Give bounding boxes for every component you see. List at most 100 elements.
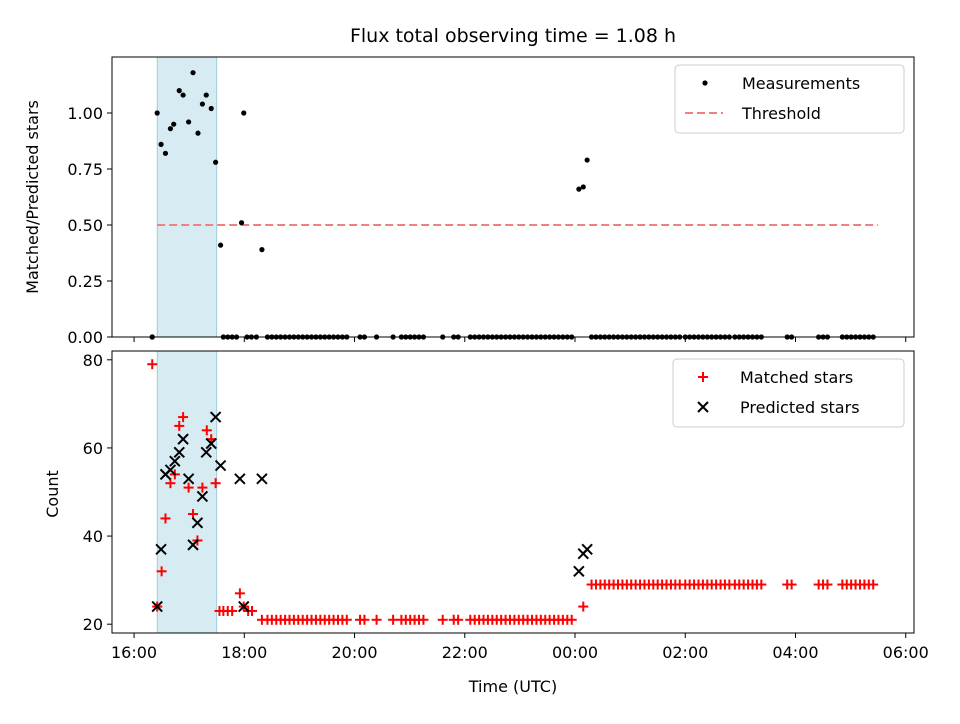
matched-star-point xyxy=(578,601,589,612)
predicted-star-point xyxy=(196,490,209,503)
predicted-star-stroke xyxy=(573,565,585,578)
matched-star-point xyxy=(453,614,464,625)
predicted-star-point xyxy=(155,543,167,555)
y-tick-label: 0.75 xyxy=(67,160,103,179)
y-tick-label: 0.25 xyxy=(67,272,103,291)
matched-star-point xyxy=(786,579,797,590)
predicted-star-stroke xyxy=(164,464,177,476)
measurement-point xyxy=(162,150,169,156)
predicted-star-stroke xyxy=(187,539,199,551)
measurement-point xyxy=(584,157,590,163)
measurement-point xyxy=(158,141,164,147)
predicted-star-stroke xyxy=(151,600,163,613)
measurement-point xyxy=(241,110,247,116)
predicted-star-point xyxy=(573,565,585,578)
legend-marker-measurements xyxy=(702,80,708,86)
legend xyxy=(674,64,905,134)
y-tick-label: 80 xyxy=(83,351,103,370)
measurement-point xyxy=(238,220,245,226)
legend-marker-matched xyxy=(698,372,708,382)
matched-star-point xyxy=(227,605,238,616)
measurement-point xyxy=(259,247,265,253)
measurement-point xyxy=(176,88,182,94)
predicted-star-point xyxy=(256,473,268,485)
predicted-star-point xyxy=(151,600,163,613)
measurement-point xyxy=(217,242,224,248)
predicted-star-stroke xyxy=(173,446,185,459)
measurement-point xyxy=(213,159,219,165)
x-tick-label: 04:00 xyxy=(772,643,818,662)
matched-star-point xyxy=(822,579,833,590)
bottom-y-axis-label: Count xyxy=(43,470,62,518)
matched-star-point xyxy=(256,614,267,625)
y-tick-label: 60 xyxy=(83,439,103,458)
measurement-point xyxy=(208,105,214,112)
predicted-star-stroke xyxy=(209,411,222,423)
matched-star-point xyxy=(341,614,352,625)
matched-star-point xyxy=(156,566,167,577)
predicted-star-stroke xyxy=(214,459,227,472)
matched-star-point xyxy=(868,579,879,590)
matched-star-point xyxy=(197,482,208,493)
legend xyxy=(672,358,905,428)
x-tick-label: 00:00 xyxy=(552,643,598,662)
chart-title: Flux total observing time = 1.08 h xyxy=(350,25,676,47)
axes-frame xyxy=(111,56,915,338)
predicted-star-point xyxy=(200,446,212,459)
y-tick-label: 0.50 xyxy=(67,216,103,235)
legend-label: Threshold xyxy=(741,104,821,123)
matched-star-point xyxy=(371,614,382,625)
predicted-star-point xyxy=(191,517,204,529)
x-tick-label: 18:00 xyxy=(221,643,267,662)
x-axis-label: Time (UTC) xyxy=(468,677,557,696)
measurement-point xyxy=(190,70,196,76)
measurement-point xyxy=(580,184,586,190)
predicted-star-point xyxy=(234,473,246,485)
measurement-point xyxy=(199,101,205,107)
predicted-star-stroke xyxy=(177,433,189,445)
predicted-star-stroke xyxy=(205,437,217,450)
legend-label: Measurements xyxy=(742,74,860,93)
top-panel: 0.00 0.25 0.50 0.75 1.00 Measurements Threshol… xyxy=(67,56,915,347)
matched-star-point xyxy=(234,588,245,599)
x-tick-label: 16:00 xyxy=(111,643,157,662)
predicted-star-stroke xyxy=(191,517,204,529)
x-tick-label: 06:00 xyxy=(883,643,929,662)
predicted-star-stroke xyxy=(200,446,212,459)
predicted-star-point xyxy=(581,543,593,555)
axes-frame xyxy=(111,350,915,634)
measurement-point xyxy=(195,130,201,136)
shaded-observation-span xyxy=(156,56,218,338)
predicted-star-point xyxy=(209,411,222,423)
predicted-star-stroke xyxy=(155,543,167,555)
measurement-point xyxy=(167,126,174,132)
predicted-star-point xyxy=(205,437,217,450)
measurement-point xyxy=(180,92,186,98)
predicted-star-stroke xyxy=(196,490,209,503)
measurement-point xyxy=(576,186,582,192)
predicted-star-point xyxy=(169,455,181,467)
matched-star-point xyxy=(174,420,185,431)
y-tick-label: 40 xyxy=(83,527,103,546)
measurement-point xyxy=(203,92,209,98)
legend-label: Matched stars xyxy=(740,368,853,387)
matched-star-point xyxy=(183,482,194,493)
predicted-star-stroke xyxy=(256,473,268,485)
x-tick-label: 22:00 xyxy=(442,643,488,662)
predicted-star-stroke xyxy=(234,473,246,485)
predicted-star-stroke xyxy=(238,600,250,613)
y-tick-label: 0.00 xyxy=(67,328,103,347)
matched-star-point xyxy=(359,614,370,625)
matched-star-point xyxy=(160,513,171,524)
predicted-star-point xyxy=(187,539,199,551)
matched-star-point xyxy=(147,359,158,370)
y-tick-label: 1.00 xyxy=(67,104,103,123)
predicted-star-stroke xyxy=(581,543,593,555)
matched-star-point xyxy=(756,579,767,590)
predicted-star-point xyxy=(164,464,177,476)
x-tick-label: 02:00 xyxy=(662,643,708,662)
matched-star-point xyxy=(178,412,189,423)
matched-star-point xyxy=(566,614,577,625)
measurement-point xyxy=(171,121,177,127)
